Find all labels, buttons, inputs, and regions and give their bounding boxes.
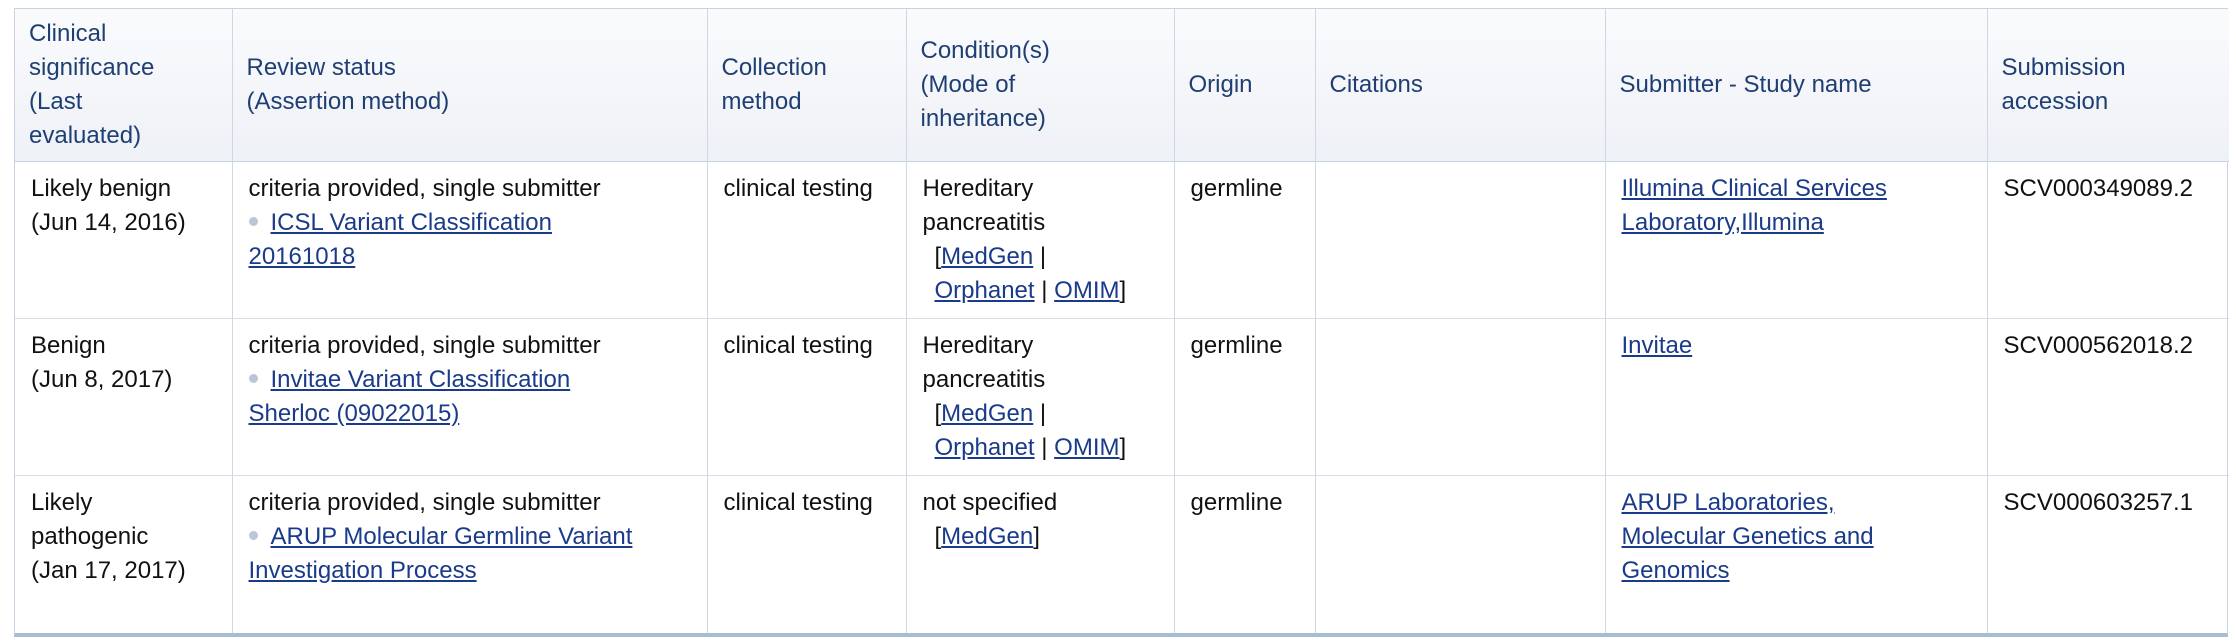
bullet-icon: [248, 217, 258, 227]
header-submitter: Submitter - Study name: [1605, 9, 1988, 162]
citations-cell: [1315, 475, 1606, 633]
accession-cell: SCV000562018.2: [1987, 318, 2229, 476]
assertion-method-link[interactable]: Invitae Variant Classification Sherloc (0…: [248, 366, 571, 427]
medgen-link[interactable]: MedGen: [941, 243, 1034, 270]
condition-cell: not specified [MedGen]: [906, 475, 1175, 633]
collection-method-cell: clinical testing: [707, 318, 907, 476]
clinical-significance-cell: Likely pathogenic (Jan 17, 2017): [15, 475, 233, 633]
review-status-text: criteria provided, single submitter: [248, 175, 601, 202]
table-row: Likely benign (Jun 14, 2016) criteria pr…: [15, 161, 2229, 319]
review-status-text: criteria provided, single submitter: [248, 489, 601, 516]
submissions-table-container: Clinical significance (Last evaluated) R…: [14, 8, 2229, 637]
header-accession: Submission accession: [1987, 9, 2229, 162]
review-status-cell: criteria provided, single submitter ARUP…: [232, 475, 708, 633]
header-origin: Origin: [1174, 9, 1316, 162]
bullet-icon: [248, 374, 258, 384]
header-collection-method: Collection method: [707, 9, 907, 162]
header-review-status: Review status (Assertion method): [232, 9, 708, 162]
omim-link[interactable]: OMIM: [1054, 434, 1120, 461]
medgen-link[interactable]: MedGen: [941, 400, 1034, 427]
orphanet-link[interactable]: Orphanet: [934, 277, 1035, 304]
submitter-link[interactable]: Invitae: [1621, 332, 1693, 359]
review-status-text: criteria provided, single submitter: [248, 332, 601, 359]
submitter-cell: ARUP Laboratories, Molecular Genetics and…: [1605, 475, 1988, 633]
condition-cell: Hereditary pancreatitis [MedGen | Orphan…: [906, 161, 1175, 319]
clinical-significance-cell: Likely benign (Jun 14, 2016): [15, 161, 233, 319]
medgen-link[interactable]: MedGen: [941, 523, 1034, 550]
bullet-icon: [248, 531, 258, 541]
clinical-significance-cell: Benign (Jun 8, 2017): [15, 318, 233, 476]
table-row: Likely pathogenic (Jan 17, 2017) criteri…: [15, 475, 2229, 633]
header-conditions: Condition(s) (Mode of inheritance): [906, 9, 1175, 162]
table-row: Benign (Jun 8, 2017) criteria provided, …: [15, 318, 2229, 476]
omim-link[interactable]: OMIM: [1054, 277, 1120, 304]
condition-refs: [MedGen]: [934, 523, 1040, 550]
review-status-cell: criteria provided, single submitter ICSL…: [232, 161, 708, 319]
assertion-method-link[interactable]: ICSL Variant Classification 20161018: [248, 209, 552, 270]
header-citations: Citations: [1315, 9, 1606, 162]
origin-cell: germline: [1174, 318, 1316, 476]
collection-method-cell: clinical testing: [707, 475, 907, 633]
citations-cell: [1315, 318, 1606, 476]
header-clinical-significance: Clinical significance (Last evaluated): [15, 9, 233, 162]
submitter-cell: Illumina Clinical Services Laboratory,Ill…: [1605, 161, 1988, 319]
origin-cell: germline: [1174, 161, 1316, 319]
assertion-method-link[interactable]: ARUP Molecular Germline Variant Investiga…: [248, 523, 633, 584]
submissions-table: Clinical significance (Last evaluated) R…: [15, 9, 2229, 633]
condition-cell: Hereditary pancreatitis [MedGen | Orphan…: [906, 318, 1175, 476]
submitter-cell: Invitae: [1605, 318, 1988, 476]
accession-cell: SCV000349089.2: [1987, 161, 2229, 319]
accession-cell: SCV000603257.1: [2003, 489, 2194, 516]
condition-refs: [MedGen | Orphanet | OMIM]: [934, 243, 1127, 304]
submitter-link[interactable]: ARUP Laboratories, Molecular Genetics and…: [1621, 489, 1874, 584]
submitter-link[interactable]: Illumina Clinical Services Laboratory,Ill…: [1621, 175, 1887, 236]
collection-method-cell: clinical testing: [707, 161, 907, 319]
origin-cell: germline: [1174, 475, 1316, 633]
review-status-cell: criteria provided, single submitter Invi…: [232, 318, 708, 476]
citations-cell: [1315, 161, 1606, 319]
condition-refs: [MedGen | Orphanet | OMIM]: [934, 400, 1127, 461]
header-row: Clinical significance (Last evaluated) R…: [15, 9, 2229, 162]
orphanet-link[interactable]: Orphanet: [934, 434, 1035, 461]
